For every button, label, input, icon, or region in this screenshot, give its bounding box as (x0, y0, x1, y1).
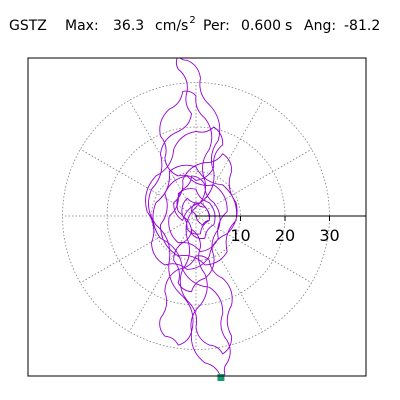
radial-tick-label-20: 20 (275, 226, 295, 245)
radial-tick-label-30: 30 (319, 226, 339, 245)
grid-spoke-120 (128, 100, 197, 217)
grid-spoke-240 (128, 215, 197, 332)
plot-frame (27, 57, 367, 377)
ang-value: -81.2 (344, 18, 381, 34)
max-unit-text: cm/s (155, 18, 189, 34)
grid-spoke-210 (80, 215, 197, 284)
max-unit-exponent: 2 (189, 15, 196, 26)
radial-tick-label-10: 10 (230, 226, 250, 245)
max-value: 36.3 (113, 18, 145, 34)
grid-spoke-150 (80, 148, 197, 217)
grid-spoke-300 (195, 215, 264, 332)
per-label: Per: (203, 18, 230, 34)
per-value: 0.600 (241, 18, 282, 34)
per-unit: s (285, 18, 293, 34)
station-code: GSTZ (9, 18, 47, 34)
ang-label: Ang: (304, 18, 337, 34)
max-unit: cm/s2 (155, 14, 196, 38)
max-label: Max: (65, 18, 99, 34)
grid-spoke-330 (195, 215, 312, 284)
particle-motion-trace (145, 58, 238, 376)
peak-marker (217, 374, 225, 382)
grid-spoke-60 (195, 100, 264, 217)
chart-header: GSTZ Max: 36.3 cm/s2 Per: 0.600 s Ang: -… (0, 14, 400, 38)
